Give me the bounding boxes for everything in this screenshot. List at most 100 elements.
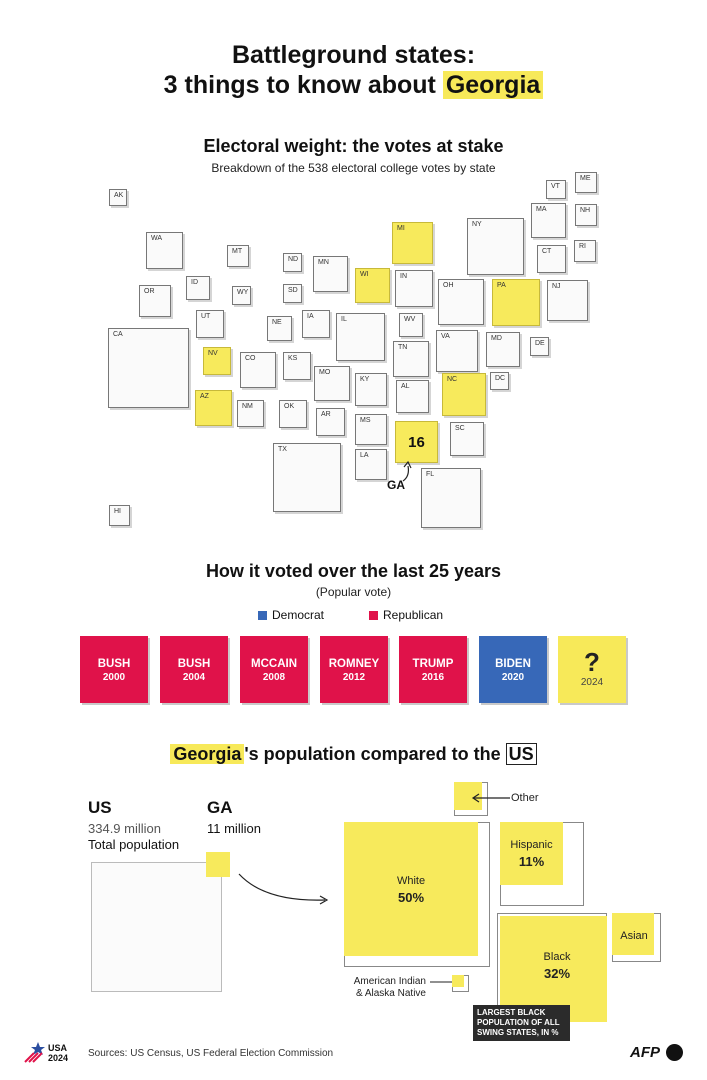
electoral-weight-subtitle: Breakdown of the 538 electoral college v… [211,161,496,175]
vote-2000: BUSH 2000 [80,636,148,703]
legend-democrat-label: Democrat [272,608,325,622]
state-UT: UT [196,310,224,338]
state-LA: LA [355,449,387,480]
vote-2008-name: MCCAIN [251,658,297,670]
state-DE: DE [530,337,549,356]
state-DC: DC [490,372,509,390]
vote-2016: TRUMP 2016 [399,636,467,703]
state-WI: WI [355,268,390,303]
state-PA: PA [492,279,540,326]
vote-2008: MCCAIN 2008 [240,636,308,703]
ga-label: GA [207,798,233,817]
vote-2024-year: 2024 [580,677,604,688]
state-CO: CO [240,352,276,388]
state-RI: RI [574,240,596,262]
state-IL: IL [336,313,385,361]
black-value: 32% [543,966,571,981]
title-prefix: 3 things to know about [163,71,443,99]
title-line-2: 3 things to know about Georgia [0,70,707,100]
state-KY: KY [355,373,387,406]
white-square [344,822,478,956]
state-NH: NH [575,204,597,226]
state-MS: MS [355,414,387,445]
electoral-weight-title: Electoral weight: the votes at stake [203,136,504,156]
sources-text: Sources: US Census, US Federal Election … [88,1048,334,1059]
native-pointer-line [430,981,452,983]
state-NY: NY [467,218,524,275]
page-title: Battleground states: 3 things to know ab… [0,40,707,100]
us-label: US [88,798,112,817]
vote-2000-name: BUSH [97,658,131,670]
other-label: Other [511,792,539,804]
population-title-us: US [505,743,537,765]
vote-2016-year: 2016 [421,672,445,683]
native-square [452,975,464,987]
afp-logo-dot-icon [666,1044,683,1061]
ga-population-square [206,852,230,877]
callout-line1: LARGEST BLACK [477,1008,546,1017]
asian-label: Asian [620,930,648,942]
logo-line2: 2024 [48,1053,69,1063]
legend-republican-label: Republican [383,608,444,622]
state-IA: IA [302,310,330,338]
state-AR: AR [316,408,345,436]
state-MT: MT [227,245,249,267]
vote-2024-unknown: ? [584,647,600,677]
vote-2020-name: BIDEN [495,658,531,670]
vote-2020-year: 2020 [501,672,525,683]
black-label: Black 32% [500,951,614,981]
legend-republican: Republican [369,608,443,622]
voting-history-title: How it voted over the last 25 years [205,561,502,581]
native-label-line1: American Indian [353,976,426,987]
electoral-map: AK WA MT ND MN WI MI NY VT ME MA NH RI C… [108,172,597,528]
native-label: American Indian & Alaska Native [330,976,426,1000]
vote-2012: ROMNEY 2012 [320,636,388,703]
legend-democrat: Democrat [258,608,324,622]
state-GA-16: 16 [395,421,438,463]
state-WA: WA [146,232,183,269]
other-pointer-arrow [471,793,510,803]
hispanic-label-text: Hispanic [510,839,553,851]
us-population-square [91,862,222,992]
voting-history-subtitle: (Popular vote) [315,585,392,599]
callout-line2: POPULATION OF ALL [477,1018,560,1027]
state-AL: AL [396,380,429,413]
hispanic-value: 11% [518,854,545,869]
vote-2012-year: 2012 [342,672,366,683]
state-NC: NC [442,373,486,416]
state-NE: NE [267,316,292,341]
state-NJ: NJ [547,280,588,321]
state-CA: CA [108,328,189,408]
state-CT: CT [537,245,566,273]
population-title-georgia: Georgia [170,744,245,764]
vote-2004-year: 2004 [182,672,206,683]
usa-2024-logo-icon [24,1041,46,1063]
state-FL: FL [421,468,481,528]
callout-line3: SWING STATES, IN % [477,1028,559,1037]
ga-population-value: 11 million [207,821,261,836]
logo-line1: USA [48,1043,68,1053]
vote-2012-name: ROMNEY [328,658,380,670]
state-VT: VT [546,180,566,199]
state-AK: AK [109,189,127,206]
state-OR: OR [139,285,171,317]
usa-2024-logo-text: USA 2024 [48,1043,68,1063]
state-ID: ID [186,276,210,300]
vote-2000-year: 2000 [102,672,126,683]
us-population-caption: Total population [88,837,180,852]
state-ME: ME [575,172,597,193]
state-NM: NM [237,400,264,427]
state-NV: NV [203,347,231,375]
state-TN: TN [393,341,429,377]
vote-2020: BIDEN 2020 [479,636,547,703]
state-MO: MO [314,366,350,401]
state-MD: MD [486,332,520,367]
afp-logo-text: AFP [630,1044,660,1061]
state-IN: IN [395,270,433,307]
hispanic-square [500,822,563,885]
state-VA: VA [436,330,478,372]
black-label-text: Black [543,951,571,963]
population-title: Georgia's population compared to the US [0,743,707,765]
vote-2016-name: TRUMP [412,658,454,670]
ga-pointer-arrow [402,460,412,482]
